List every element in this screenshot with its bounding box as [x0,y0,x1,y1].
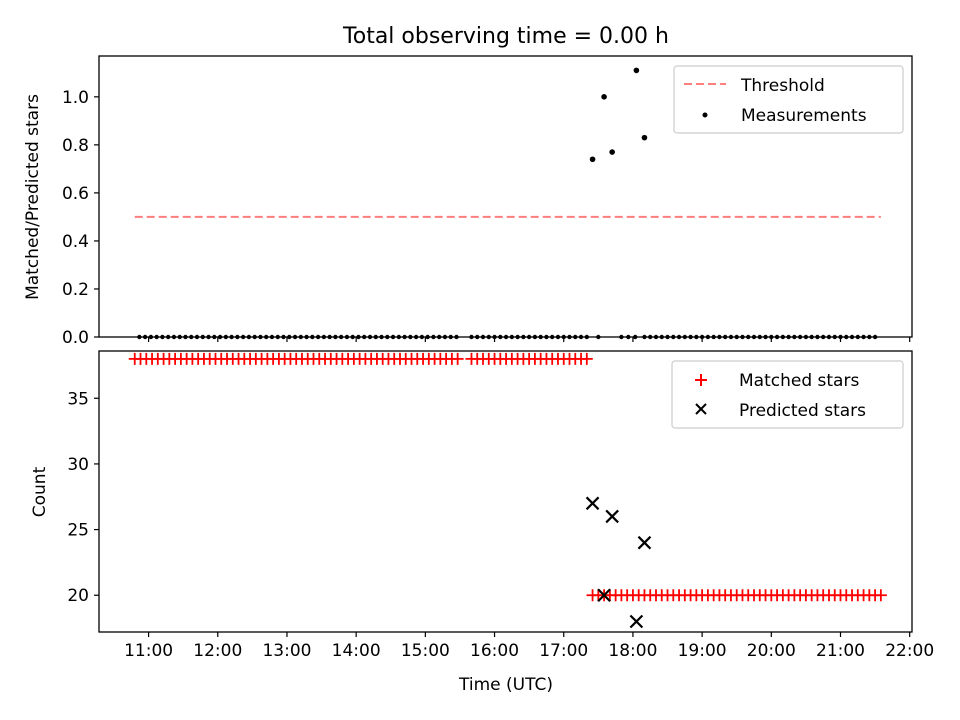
bottom-legend: Matched stars Predicted stars [671,360,904,429]
predicted-star-marker-3 [629,614,644,629]
top-ytick-label-3: 0.6 [62,184,89,204]
xtick-label-6: 17:00 [539,641,588,661]
matched-star-marker-77 [580,352,593,365]
xtick-label-10: 21:00 [816,641,865,661]
predicted-star-marker-1 [597,588,611,603]
bottom-ytick-label-3: 35 [67,389,89,409]
measurement-point-122 [589,156,596,163]
xtick-label-4: 15:00 [401,641,450,661]
measurement-point-125 [633,67,640,74]
xtick-label-7: 18:00 [608,641,657,661]
predicted-star-marker-4 [637,535,652,550]
bottom-ytick-label-0: 20 [67,586,89,606]
bottom-ytick-label-1: 25 [67,521,89,541]
bottom-panel-ylabel: Count [30,466,50,517]
top-ytick-label-5: 1.0 [62,88,89,108]
top-ytick-label-0: 0.0 [62,328,89,348]
top-panel-ylabel: Matched/Predicted stars [23,94,43,300]
xtick-label-5: 16:00 [470,641,519,661]
figure-title: Total observing time = 0.00 h [342,24,669,49]
legend-measurements-swatch [702,112,708,118]
top-panel: 0.0 0.2 0.4 0.6 0.8 1.0 Matched/Predicted sta… [23,55,913,348]
top-panel-frame [98,55,913,338]
legend-threshold-label: Threshold [740,76,825,96]
legend-predicted-label: Predicted stars [739,401,866,421]
measurement-point-126 [641,134,648,141]
top-ytick-label-4: 0.8 [62,136,89,156]
xtick-label-9: 20:00 [747,641,796,661]
xtick-label-11: 22:00 [885,641,934,661]
predicted-star-marker-2 [605,509,619,524]
xtick-label-0: 11:00 [124,641,173,661]
top-ytick-label-1: 0.2 [62,280,89,300]
top-legend: Threshold Measurements [673,65,904,134]
xtick-label-1: 12:00 [193,641,242,661]
measurement-point-123 [601,94,607,100]
xtick-label-3: 14:00 [332,641,381,661]
top-ytick-label-2: 0.4 [62,232,89,252]
matched-star-marker-56 [451,352,464,365]
bottom-panel-frame [98,350,913,633]
legend-matched-swatch [695,374,707,386]
measurement-point-124 [609,149,615,155]
bottom-panel: 11:00 12:00 13:00 14:00 15:00 16:00 17:00 18:00… [30,350,934,661]
legend-matched-label: Matched stars [739,371,859,391]
legend-predicted-swatch [695,403,707,415]
bottom-ytick-label-2: 30 [67,455,89,475]
x-axis-label: Time (UTC) [458,675,553,695]
xtick-label-2: 13:00 [262,641,311,661]
predicted-star-marker-0 [585,496,600,511]
xtick-label-8: 19:00 [678,641,727,661]
matched-star-marker-128 [874,589,887,602]
legend-measurements-label: Measurements [741,106,867,126]
